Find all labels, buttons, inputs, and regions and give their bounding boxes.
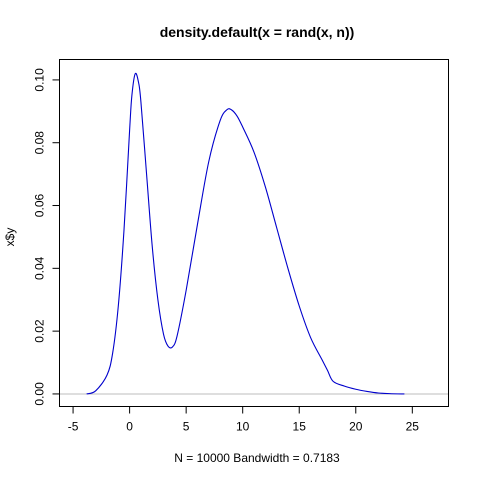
x-tick-label: 25 — [406, 420, 420, 434]
x-tick-label: 20 — [349, 420, 363, 434]
x-axis: -5 0 5 10 15 20 25 — [68, 406, 420, 434]
y-axis-label: x$y — [3, 228, 17, 247]
x-tick-label: 15 — [293, 420, 307, 434]
y-tick-label: 0.02 — [33, 319, 47, 343]
y-tick-label: 0.00 — [33, 382, 47, 406]
chart-title: density.default(x = rand(x, n)) — [160, 24, 355, 40]
plot-frame — [59, 59, 449, 407]
y-tick-label: 0.04 — [33, 256, 47, 280]
y-axis: 0.00 0.02 0.04 0.06 0.08 0.10 — [33, 68, 60, 406]
x-tick-label: -5 — [68, 420, 79, 434]
x-tick-label: 10 — [236, 420, 250, 434]
y-tick-label: 0.06 — [33, 194, 47, 218]
x-tick-label: 0 — [126, 420, 133, 434]
density-curve — [86, 72, 405, 395]
x-axis-label: N = 10000 Bandwidth = 0.7183 — [174, 451, 340, 465]
y-tick-label: 0.10 — [33, 68, 47, 92]
y-tick-label: 0.08 — [33, 131, 47, 155]
x-tick-label: 5 — [183, 420, 190, 434]
